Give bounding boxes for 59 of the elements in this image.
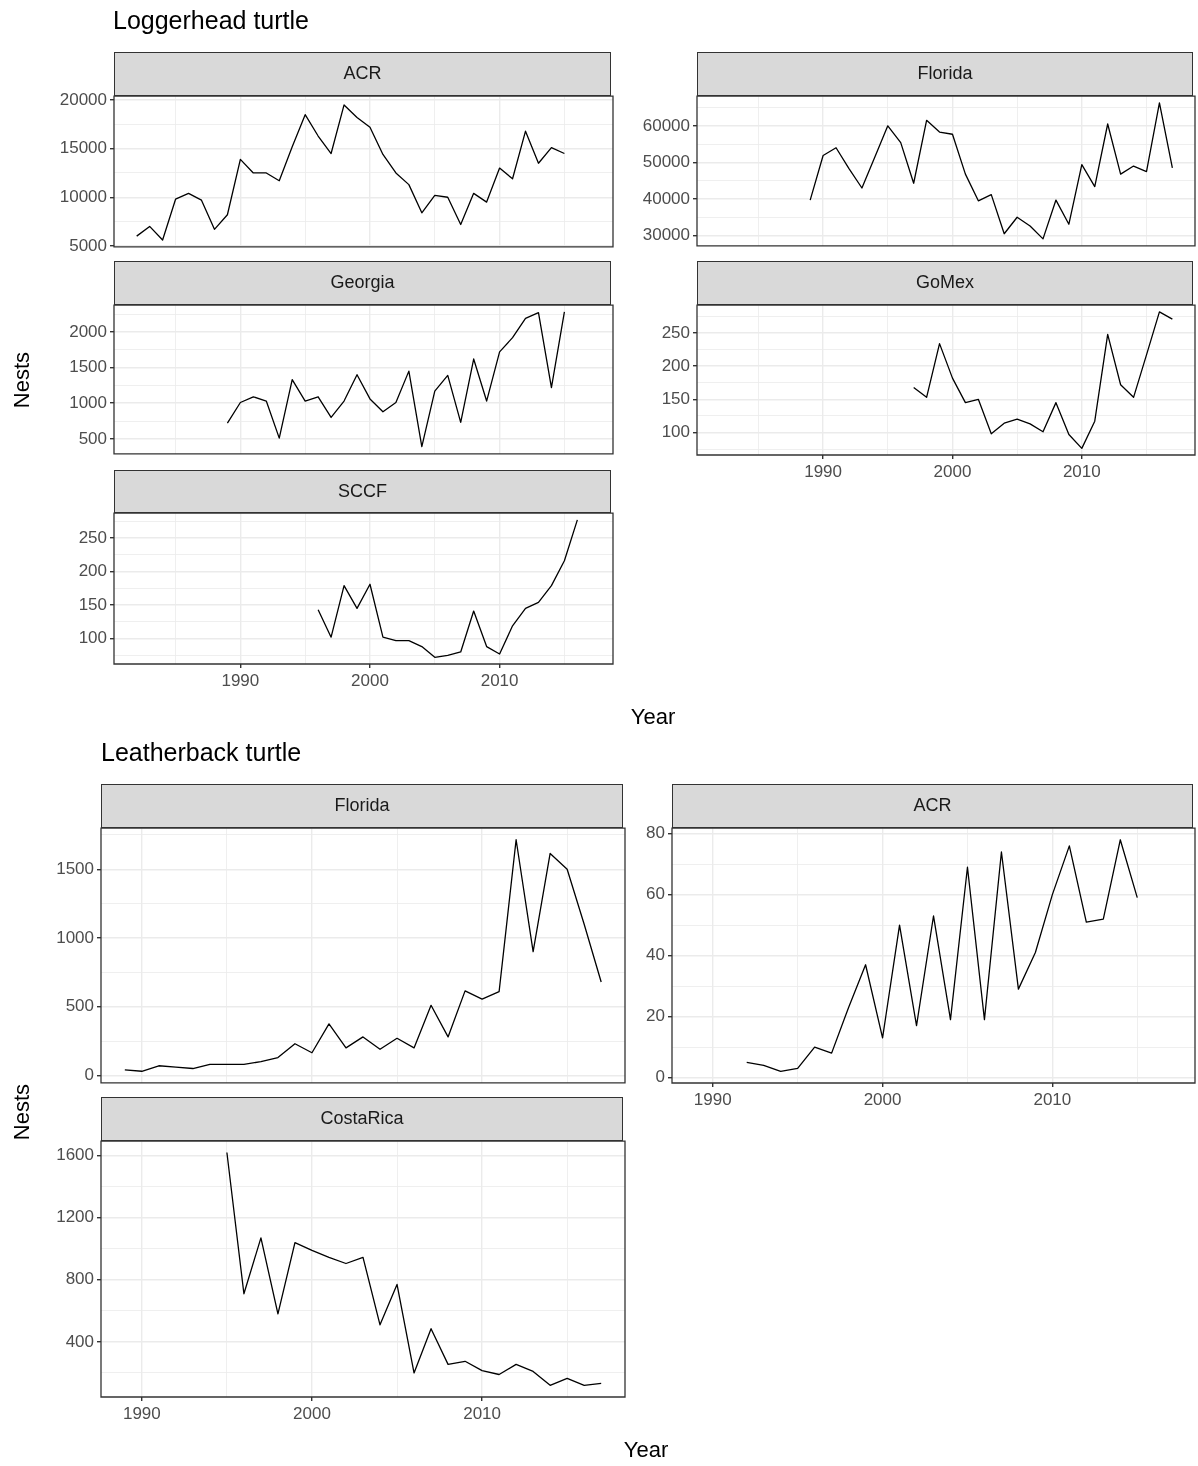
y-tick-label: 150 [661, 389, 690, 409]
x-axis-title: Year [630, 704, 676, 730]
y-tick-label: 1600 [56, 1145, 94, 1165]
x-tick-label: 2010 [480, 670, 519, 690]
chart-title: Loggerhead turtle [113, 6, 309, 35]
y-axis-title: Nests [9, 1083, 35, 1141]
y-tick-label: 150 [78, 594, 107, 614]
y-tick-label: 30000 [642, 225, 690, 245]
x-tick-label: 2000 [351, 670, 389, 690]
y-tick-label: 500 [65, 996, 94, 1016]
y-tick-label: 0 [84, 1065, 94, 1085]
y-tick-label: 200 [661, 355, 690, 375]
y-tick-label: 200 [78, 561, 107, 581]
y-tick-label: 800 [65, 1269, 94, 1289]
y-tick-label: 1500 [56, 858, 94, 878]
x-tick-label: 2010 [463, 1403, 501, 1423]
y-tick-label: 5000 [69, 235, 107, 255]
x-tick-label: 1990 [122, 1403, 161, 1423]
x-tick-label: 1990 [693, 1089, 732, 1109]
y-axis-title: Nests [9, 351, 35, 409]
x-tick-label: 2000 [863, 1089, 902, 1109]
chart-subtitle: CostaRica [101, 1097, 623, 1141]
x-tick-label: 2010 [1062, 461, 1101, 481]
y-tick-label: 100 [78, 628, 107, 648]
y-tick-label: 1000 [56, 927, 94, 947]
chart-subtitle: GoMex [697, 261, 1193, 305]
x-tick-label: 2000 [933, 461, 972, 481]
y-tick-label: 80 [646, 823, 665, 843]
chart-subtitle: Florida [697, 52, 1193, 96]
y-tick-label: 40 [646, 945, 665, 965]
chart-title: Leatherback turtle [101, 738, 302, 767]
y-tick-label: 1200 [56, 1207, 94, 1227]
y-tick-label: 400 [65, 1331, 94, 1351]
chart-subtitle: ACR [672, 784, 1193, 828]
x-tick-label: 2000 [293, 1403, 331, 1423]
chart-subtitle: Florida [101, 784, 623, 828]
y-tick-label: 20000 [59, 89, 107, 109]
y-tick-label: 20 [646, 1006, 665, 1026]
y-tick-label: 40000 [642, 188, 690, 208]
y-tick-label: 1500 [69, 357, 107, 377]
y-tick-label: 1000 [69, 392, 107, 412]
y-tick-label: 60000 [642, 115, 690, 135]
y-tick-label: 15000 [59, 138, 107, 158]
y-tick-label: 0 [655, 1067, 665, 1087]
y-tick-label: 50000 [642, 152, 690, 172]
chart-subtitle: Georgia [114, 261, 611, 305]
y-tick-label: 100 [661, 422, 690, 442]
chart-subtitle: ACR [114, 52, 611, 96]
x-tick-label: 1990 [804, 461, 843, 481]
x-tick-label: 2010 [1033, 1089, 1072, 1109]
y-tick-label: 10000 [59, 186, 107, 206]
x-tick-label: 1990 [221, 670, 260, 690]
chart-subtitle: SCCF [114, 470, 611, 513]
y-tick-label: 250 [661, 322, 690, 342]
y-tick-label: 60 [646, 884, 665, 904]
y-tick-label: 2000 [69, 321, 107, 341]
y-tick-label: 250 [78, 527, 107, 547]
y-tick-label: 500 [78, 428, 107, 448]
x-axis-title: Year [623, 1437, 669, 1463]
